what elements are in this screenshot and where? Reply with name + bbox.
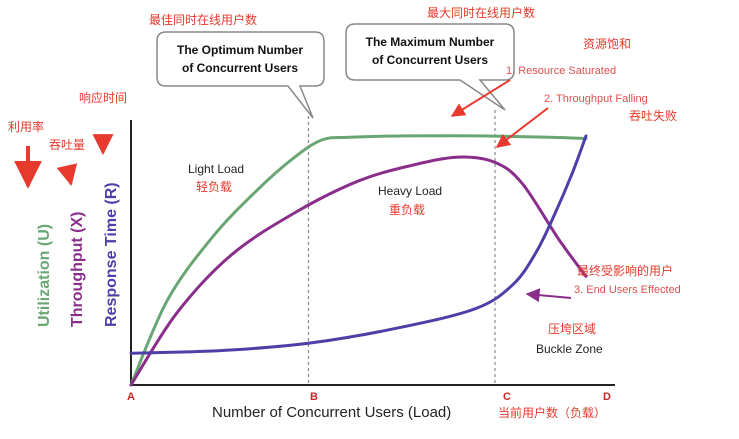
region-light-load: Light Load bbox=[188, 162, 244, 176]
series-line-response-time bbox=[129, 134, 588, 355]
y-axis-label-response-time: Response Time (R) bbox=[103, 182, 120, 327]
x-point-label-a: A bbox=[127, 391, 135, 403]
optimum-callout-line1: The Optimum Number bbox=[177, 43, 303, 57]
annotation-end-users-effected-cn: 最终受影响的用户 bbox=[577, 263, 673, 278]
y-axis-label-cn-response-time: 响应时间 bbox=[79, 90, 127, 105]
arrow-resource-saturated bbox=[450, 79, 511, 117]
down-arrow-icon bbox=[56, 163, 78, 187]
maximum-callout-cn: 最大同时在线用户数 bbox=[427, 5, 535, 20]
region-buckle-zone-cn: 压垮区域 bbox=[548, 322, 596, 336]
region-light-load-cn: 轻负载 bbox=[196, 180, 232, 194]
annotation-throughput-falling: 2. Throughput Falling bbox=[544, 93, 648, 105]
y-axis-label-cn-throughput: 吞吐量 bbox=[49, 138, 85, 152]
optimum-callout-bubble bbox=[156, 31, 325, 119]
x-point-label-d: D bbox=[603, 391, 611, 403]
y-axis-label-cn-utilization: 利用率 bbox=[8, 119, 44, 134]
optimum-callout-cn: 最佳同时在线用户数 bbox=[149, 12, 257, 27]
annotation-resource-saturated-cn: 资源饱和 bbox=[583, 36, 631, 51]
x-axis-label: Number of Concurrent Users (Load) bbox=[212, 404, 451, 421]
maximum-callout-line2: of Concurrent Users bbox=[372, 53, 488, 67]
region-heavy-load-cn: 重负载 bbox=[389, 203, 425, 217]
maximum-callout-bubble bbox=[345, 23, 515, 111]
arrow-end-users-effected bbox=[525, 288, 572, 303]
y-axis-label-throughput: Throughput (X) bbox=[69, 211, 86, 327]
y-axis-label-utilization: Utilization (U) bbox=[36, 224, 53, 327]
maximum-callout-line1: The Maximum Number bbox=[366, 35, 495, 49]
series-line-throughput bbox=[129, 155, 588, 387]
x-point-label-c: C bbox=[503, 391, 511, 403]
annotation-resource-saturated: 1. Resource Saturated bbox=[506, 65, 616, 77]
region-heavy-load: Heavy Load bbox=[378, 184, 442, 198]
optimum-callout-line2: of Concurrent Users bbox=[182, 61, 298, 75]
x-point-label-b: B bbox=[310, 391, 318, 403]
x-axis-label-cn: 当前用户数（负载） bbox=[498, 405, 606, 420]
region-buckle-zone: Buckle Zone bbox=[536, 342, 603, 356]
arrow-throughput-falling bbox=[495, 107, 549, 148]
annotation-end-users-effected: 3. End Users Effected bbox=[574, 284, 681, 296]
annotation-throughput-falling-cn: 吞吐失败 bbox=[629, 108, 677, 123]
